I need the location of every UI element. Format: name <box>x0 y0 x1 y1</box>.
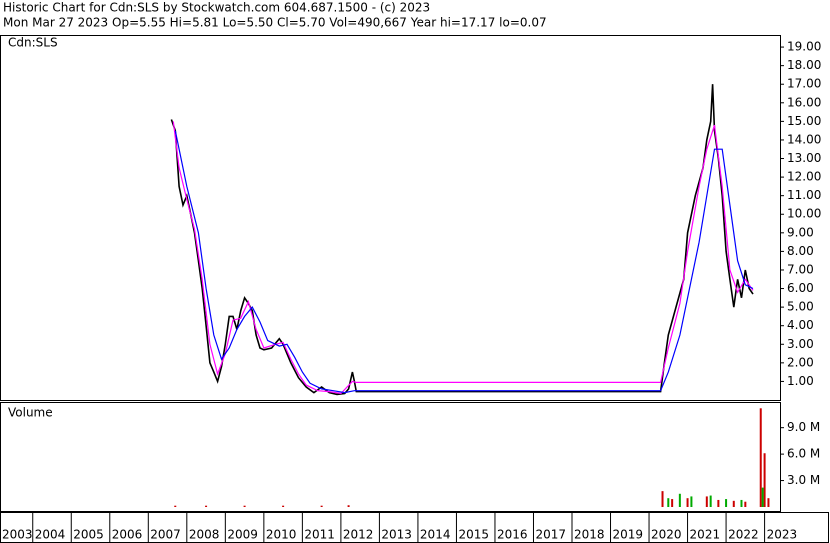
x-tick-label: 2019 <box>613 528 644 542</box>
volume-panel <box>0 402 781 512</box>
volume-bar <box>717 499 720 507</box>
x-tick-label: 2020 <box>651 528 682 542</box>
x-tick-label: 2021 <box>690 528 721 542</box>
volume-bar <box>740 499 743 507</box>
price-label: Cdn:SLS <box>8 36 58 50</box>
x-tick-label: 2005 <box>73 528 104 542</box>
header-title: Historic Chart for Cdn:SLS by Stockwatch… <box>3 1 430 15</box>
price-line <box>170 84 754 396</box>
x-tick-label: 2010 <box>266 528 297 542</box>
y-tick-label: 11.00 <box>787 188 821 202</box>
price-line <box>174 130 754 394</box>
volume-bar <box>767 498 770 507</box>
volume-bar <box>243 505 246 507</box>
y-tick-label: 19.00 <box>787 40 821 54</box>
price-line <box>172 121 754 395</box>
x-tick-label: 2004 <box>35 528 66 542</box>
y-tick-label: 2.00 <box>787 355 814 369</box>
y-tick-label: 7.00 <box>787 262 814 276</box>
y-tick-label: 6.00 <box>787 281 814 295</box>
y-tick-label: 10.00 <box>787 207 821 221</box>
price-panel <box>0 35 781 401</box>
x-axis-band <box>0 512 829 543</box>
volume-bar <box>732 500 735 507</box>
volume-bar <box>725 499 728 507</box>
x-tick-label: 2011 <box>304 528 335 542</box>
volume-bar <box>320 505 323 507</box>
x-tick-label: 2013 <box>381 528 412 542</box>
y-tick-label: 9.00 <box>787 225 814 239</box>
x-tick-label: 2003 <box>2 528 33 542</box>
y-tick-label: 14.00 <box>787 132 821 146</box>
volume-bar <box>705 496 708 507</box>
y-tick-label: 3.0 M <box>787 473 820 487</box>
volume-bar <box>761 487 764 507</box>
volume-bar <box>763 453 766 507</box>
y-tick-label: 13.00 <box>787 151 821 165</box>
x-tick-label: 2017 <box>535 528 566 542</box>
x-tick-label: 2022 <box>728 528 759 542</box>
volume-bar <box>759 408 762 507</box>
header-quote: Mon Mar 27 2023 Op=5.55 Hi=5.81 Lo=5.50 … <box>3 16 547 30</box>
volume-bar <box>661 491 664 507</box>
y-tick-label: 5.00 <box>787 300 814 314</box>
y-tick-label: 18.00 <box>787 58 821 72</box>
volume-bar <box>744 501 747 507</box>
volume-bar <box>347 505 350 507</box>
x-tick-label: 2009 <box>227 528 258 542</box>
y-tick-label: 6.0 M <box>787 447 820 461</box>
x-tick-label: 2012 <box>343 528 374 542</box>
x-tick-label: 2008 <box>189 528 220 542</box>
volume-bar <box>282 505 285 507</box>
y-tick-label: 8.00 <box>787 244 814 258</box>
y-tick-label: 15.00 <box>787 114 821 128</box>
x-tick-label: 2014 <box>420 528 451 542</box>
volume-bar <box>671 499 674 507</box>
y-tick-label: 16.00 <box>787 95 821 109</box>
x-tick-label: 2006 <box>112 528 143 542</box>
y-tick-label: 3.00 <box>787 337 814 351</box>
volume-bar <box>678 493 681 507</box>
volume-label: Volume <box>8 406 53 420</box>
volume-bar <box>686 498 689 507</box>
x-tick-label: 2023 <box>767 528 798 542</box>
y-tick-label: 12.00 <box>787 170 821 184</box>
y-tick-label: 4.00 <box>787 318 814 332</box>
x-tick-label: 2016 <box>497 528 528 542</box>
volume-bar <box>174 505 177 507</box>
volume-bar <box>205 505 208 507</box>
x-tick-label: 2018 <box>574 528 605 542</box>
y-tick-label: 9.0 M <box>787 420 820 434</box>
x-tick-label: 2007 <box>150 528 181 542</box>
x-tick-label: 2015 <box>458 528 489 542</box>
volume-bar <box>709 495 712 507</box>
volume-bar <box>667 498 670 507</box>
volume-bar <box>690 496 693 507</box>
y-tick-label: 1.00 <box>787 374 814 388</box>
y-tick-label: 17.00 <box>787 77 821 91</box>
